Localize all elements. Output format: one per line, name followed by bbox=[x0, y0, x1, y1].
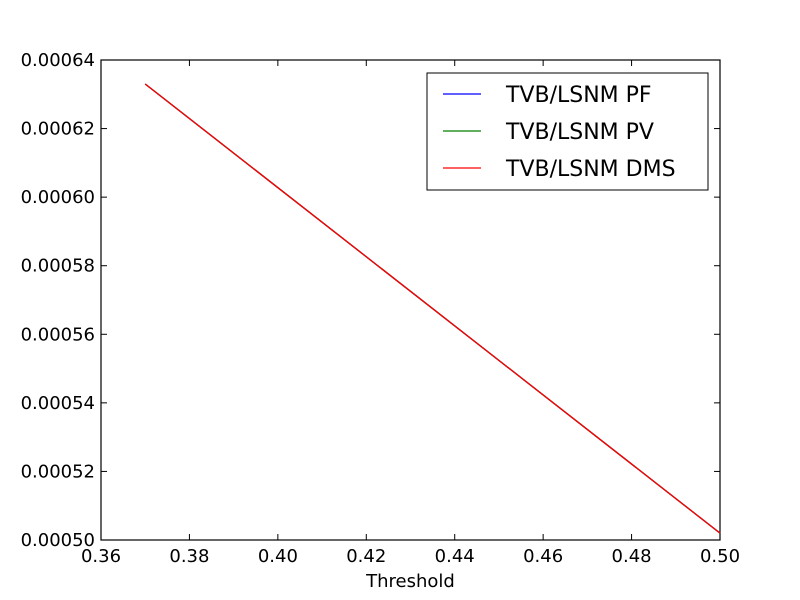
x-tick-label: 0.42 bbox=[346, 546, 386, 567]
ticks-layer: 0.36 0.38 0.40 0.42 0.44 0.46 0.48 0.50 0.00050 0… bbox=[21, 50, 740, 567]
legend-label: TVB/LSNM DMS bbox=[505, 157, 676, 182]
x-tick-label: 0.40 bbox=[258, 546, 298, 567]
x-tick-label: 0.36 bbox=[81, 546, 121, 567]
legend: TVB/LSNM PF TVB/LSNM PV TVB/LSNM DMS bbox=[426, 72, 709, 191]
y-tick-label: 0.00052 bbox=[21, 461, 95, 482]
y-tick-label: 0.00056 bbox=[21, 324, 95, 345]
y-tick-label: 0.00058 bbox=[21, 256, 95, 277]
x-tick-label: 0.48 bbox=[612, 546, 652, 567]
x-axis-label: Threshold bbox=[365, 571, 455, 592]
y-tick-label: 0.00062 bbox=[21, 119, 95, 140]
y-tick-label: 0.00064 bbox=[21, 50, 95, 71]
series-layer bbox=[144, 83, 721, 534]
x-tick-label: 0.50 bbox=[700, 546, 740, 567]
y-tick-label: 0.00050 bbox=[21, 530, 95, 551]
x-tick-label: 0.38 bbox=[169, 546, 209, 567]
series-line-3 bbox=[144, 83, 721, 534]
y-tick-label: 0.00054 bbox=[21, 393, 95, 414]
x-tick-label: 0.46 bbox=[523, 546, 563, 567]
x-tick-label: 0.44 bbox=[435, 546, 475, 567]
legend-label: TVB/LSNM PV bbox=[505, 120, 654, 145]
legend-label: TVB/LSNM PF bbox=[505, 83, 652, 108]
y-tick-label: 0.00060 bbox=[21, 187, 95, 208]
